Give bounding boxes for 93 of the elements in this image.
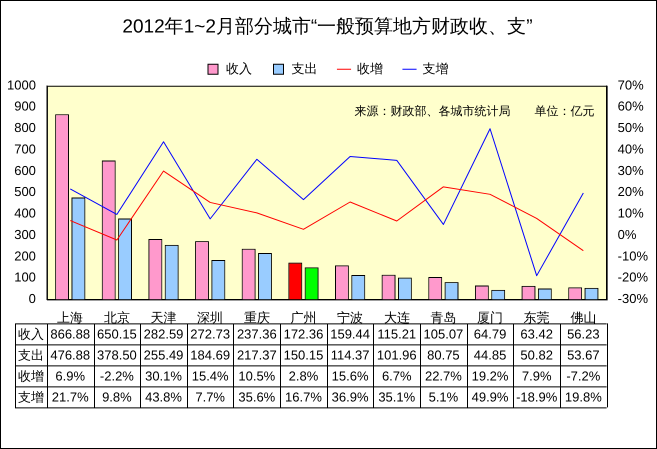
data-label: 5.1% (428, 389, 459, 404)
text: 支增 (18, 389, 44, 404)
data-label: 237.36 (236, 326, 277, 342)
y-tick-label: 600 (14, 162, 36, 178)
data-label: 50.82 (520, 347, 553, 362)
y2-tick-label: 50% (618, 120, 644, 136)
legend-label: 收入 (226, 60, 252, 76)
y-tick-label: 900 (14, 98, 36, 114)
x-tick-label: 东莞 (524, 310, 550, 325)
data-label: 56.23 (567, 326, 600, 342)
data-label: 272.73 (190, 326, 230, 342)
chart-title: 2012年1~2月部分城市“一般预算地方财政收、支” (122, 16, 533, 38)
data-label: 101.96 (376, 347, 417, 362)
y2-tick-label: 0% (618, 226, 637, 242)
data-label: 53.67 (567, 347, 600, 362)
data-label: 255.49 (144, 347, 184, 362)
data-label: 35.6% (238, 389, 276, 404)
annotation: 来源：财政部、各城市统计局 (354, 104, 511, 118)
legend-label: 支增 (422, 60, 448, 76)
x-tick-label: 大连 (384, 310, 410, 325)
y2-tick-label: 70% (618, 77, 644, 92)
text: 收入 (18, 326, 44, 342)
data-label: 63.42 (520, 326, 553, 342)
x-tick-label: 青岛 (430, 310, 456, 325)
data-label: 19.8% (564, 389, 602, 404)
y-tick-label: 500 (14, 184, 36, 200)
y-tick-label: 700 (14, 141, 36, 156)
data-label: 115.21 (377, 326, 416, 342)
data-label: 80.75 (427, 347, 460, 362)
y-tick-label: 400 (14, 206, 36, 221)
data-label: 35.1% (378, 389, 416, 404)
y2-tick-label: 10% (618, 206, 644, 221)
data-label: 159.44 (330, 326, 370, 342)
text: 支出 (18, 347, 44, 362)
data-label: 282.59 (144, 326, 184, 342)
y-tick-label: 1000 (7, 77, 36, 92)
y-tick-label: 100 (14, 270, 36, 285)
data-label: 15.4% (192, 368, 230, 384)
data-label: 217.37 (236, 347, 277, 362)
y-tick-label: 200 (14, 248, 36, 264)
data-label: 114.37 (330, 347, 370, 362)
x-tick-label: 佛山 (570, 310, 596, 325)
data-label: 150.15 (284, 347, 324, 362)
data-label: 2.8% (288, 368, 319, 384)
data-label: 650.15 (97, 326, 137, 342)
data-label: 6.9% (55, 368, 86, 384)
y2-tick-label: -20% (618, 270, 648, 285)
x-tick-label: 重庆 (244, 310, 270, 325)
data-label: 21.7% (52, 389, 90, 404)
data-label: 30.1% (145, 368, 182, 384)
data-label: -7.2% (566, 368, 601, 384)
data-label: 9.8% (102, 389, 132, 404)
data-label: 36.9% (332, 389, 369, 404)
data-label: 22.7% (424, 368, 462, 384)
text: 收增 (18, 368, 44, 384)
legend-label: 支出 (292, 60, 318, 76)
y2-tick-label: -30% (618, 290, 648, 306)
data-label: 44.85 (474, 347, 506, 362)
y2-tick-label: 20% (618, 184, 644, 200)
x-tick-label: 宁波 (337, 310, 364, 325)
data-label: 866.88 (50, 326, 90, 342)
y2-tick-label: 60% (618, 98, 644, 114)
y-tick-label: 800 (14, 120, 36, 136)
data-label: 64.79 (474, 326, 506, 342)
y-tick-label: 0 (28, 290, 36, 306)
data-label: 184.69 (190, 347, 230, 362)
x-tick-label: 天津 (150, 310, 177, 325)
data-label: 15.6% (332, 368, 369, 384)
data-label: 7.9% (522, 368, 552, 384)
data-label: 10.5% (238, 368, 276, 384)
legend-label: 收增 (357, 60, 383, 76)
data-label: 19.2% (472, 368, 509, 384)
annotation: 单位：亿元 (534, 104, 595, 118)
data-label: -18.9% (516, 389, 558, 404)
data-label: 6.7% (382, 368, 412, 384)
x-tick-label: 北京 (104, 310, 130, 325)
y-tick-label: 300 (14, 226, 36, 242)
data-label: 49.9% (472, 389, 509, 404)
y2-tick-label: 40% (618, 141, 644, 156)
y2-tick-label: -10% (618, 248, 648, 264)
data-label: 43.8% (145, 389, 182, 404)
data-label: 16.7% (285, 389, 322, 404)
data-label: 105.07 (424, 326, 464, 342)
x-tick-label: 厦门 (477, 310, 504, 325)
data-label: 7.7% (195, 389, 226, 404)
data-label: 378.50 (97, 347, 137, 362)
x-tick-label: 上海 (57, 310, 84, 325)
x-tick-label: 深圳 (197, 310, 224, 325)
y2-tick-label: 30% (618, 162, 644, 178)
data-label: 172.36 (284, 326, 324, 342)
data-label: 476.88 (50, 347, 90, 362)
data-label: -2.2% (100, 368, 134, 384)
x-tick-label: 广州 (290, 310, 316, 325)
